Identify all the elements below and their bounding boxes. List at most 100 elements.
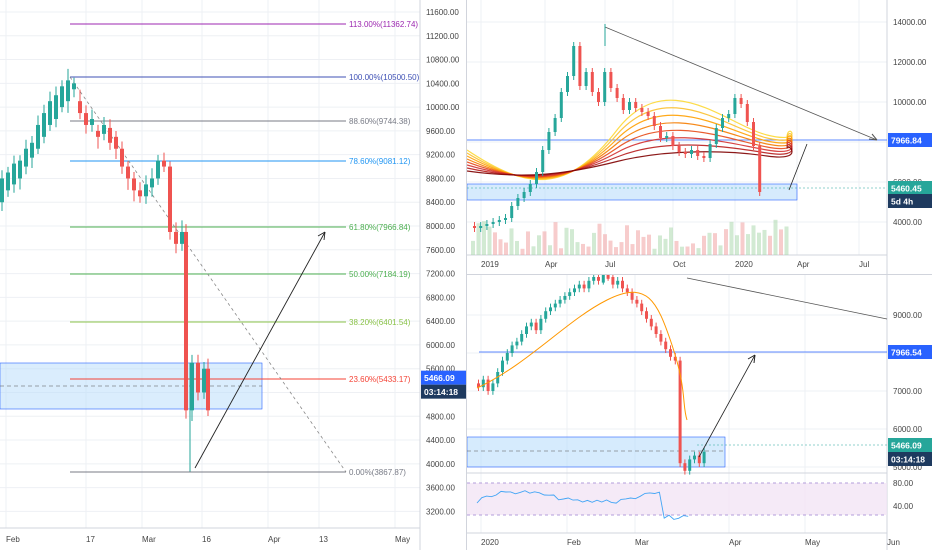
volume-bar	[696, 248, 701, 255]
x-tick-label: 16	[202, 535, 211, 544]
candle-body	[529, 322, 533, 327]
volume-bar	[784, 226, 789, 255]
y-tick-label: 8800.00	[426, 174, 455, 183]
last-price-badge: 5466.09	[891, 441, 922, 451]
candle-body	[54, 95, 58, 120]
candle-body	[645, 311, 648, 319]
candle-body	[745, 104, 749, 122]
volume-bar	[581, 243, 585, 255]
candle-body	[520, 334, 524, 342]
volume-bar	[762, 229, 767, 255]
candle-body	[522, 192, 526, 198]
x-tick-label: Feb	[6, 535, 20, 544]
candle-body	[640, 108, 644, 112]
fib-level-label: 0.00%(3867.87)	[349, 468, 406, 477]
volume-bar	[504, 242, 508, 255]
volume-bar	[729, 221, 734, 255]
candle-body	[697, 455, 701, 464]
candle-body	[535, 172, 538, 184]
volume-bar	[779, 229, 783, 255]
volume-bar	[751, 225, 756, 255]
volume-bar	[592, 232, 596, 255]
pane-divider[interactable]	[466, 0, 467, 550]
volume-bar	[691, 243, 695, 255]
candle-body	[671, 136, 675, 146]
y-tick-label: 10400.00	[426, 79, 460, 88]
candle-body	[590, 72, 594, 92]
candle-body	[114, 136, 118, 149]
volume-bar	[498, 239, 503, 255]
y-tick-label: 6000.00	[426, 341, 455, 350]
volume-bar	[768, 235, 772, 255]
last-price-badge-bg	[888, 438, 932, 452]
volume-bar	[625, 225, 629, 255]
countdown-badge-bg	[888, 452, 932, 466]
volume-bar	[526, 231, 530, 255]
y-tick-label: 6000.00	[893, 425, 922, 434]
last-price-badge-bg	[888, 181, 932, 195]
candle-body	[541, 150, 545, 172]
candle-body	[654, 326, 658, 334]
candle-body	[42, 113, 46, 137]
right-top-chart-pane[interactable]: 14000.0012000.0010000.008000.006000.0040…	[467, 0, 932, 274]
y-tick-label: 3200.00	[426, 507, 455, 516]
volume-bar	[685, 246, 690, 255]
candle-body	[635, 299, 639, 304]
left-fib-chart[interactable]: 11600.00 11200.00 10800.00 10400.00 10000.00…	[0, 0, 466, 550]
volume-bar	[575, 242, 580, 255]
volume-bar	[542, 231, 547, 255]
candle-body	[66, 80, 70, 102]
y-tick-label: 10000.00	[426, 103, 460, 112]
candle-body	[673, 356, 677, 361]
candle-body	[621, 280, 624, 289]
volume-bar	[476, 223, 481, 255]
right-bottom-chart-pane[interactable]: 9000.008000.007000.006000.005000.002020F…	[467, 275, 932, 550]
x-tick-label: 17	[86, 535, 95, 544]
pane-divider-horizontal[interactable]	[467, 274, 932, 275]
last-price-badge-bg	[421, 370, 466, 385]
candle-body	[630, 292, 634, 300]
candle-body	[621, 98, 625, 110]
candle-body	[587, 280, 591, 289]
candle-body	[190, 362, 194, 411]
candle-body	[577, 284, 581, 289]
candle-body	[563, 296, 567, 300]
right-top-weekly-chart[interactable]: 14000.0012000.0010000.008000.006000.0040…	[467, 0, 932, 274]
level-badge: 7966.54	[891, 348, 922, 358]
level-badge-bg	[888, 345, 932, 359]
candle-body	[150, 178, 154, 188]
candle-body	[544, 311, 548, 319]
candle-body	[659, 126, 662, 138]
volume-bar	[658, 235, 662, 255]
candle-body	[120, 148, 124, 167]
volume-bar	[559, 248, 563, 255]
demand-zone	[0, 362, 263, 410]
left-chart-pane[interactable]: 11600.00 11200.00 10800.00 10400.00 10000.00…	[0, 0, 466, 550]
volume-bar	[724, 229, 728, 255]
candle-body	[491, 222, 495, 224]
y-tick-label: 7600.00	[426, 246, 455, 255]
right-bottom-daily-chart[interactable]: 9000.008000.007000.006000.005000.002020F…	[467, 275, 932, 550]
x-tick-label: Jul	[859, 260, 869, 269]
candle-body	[649, 318, 653, 327]
candle-body	[678, 360, 682, 464]
fib-level-label: 61.80%(7966.84)	[349, 223, 411, 232]
volume-bar	[531, 246, 536, 255]
candle-body	[547, 132, 551, 150]
volume-bar	[735, 235, 739, 255]
candle-body	[690, 150, 693, 154]
candle-body	[36, 124, 40, 149]
x-tick-label: Apr	[729, 538, 742, 547]
candle-body	[72, 83, 76, 90]
candle-body	[611, 277, 615, 285]
x-tick-label: 13	[319, 535, 328, 544]
fib-level-label: 23.60%(5433.17)	[349, 375, 411, 384]
candle-body	[132, 178, 136, 191]
x-tick-label: Oct	[673, 260, 686, 269]
candle-body	[582, 284, 586, 289]
candle-body	[597, 92, 600, 102]
candle-body	[609, 72, 613, 88]
candle-body	[496, 372, 500, 384]
projection-arrow-head	[317, 231, 326, 241]
